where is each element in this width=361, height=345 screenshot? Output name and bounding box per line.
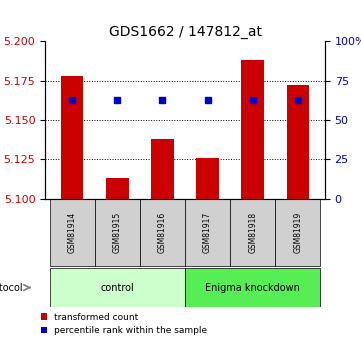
Bar [95,199,140,266]
Bar [140,199,185,266]
Text: control: control [100,283,134,293]
Text: protocol: protocol [0,283,23,293]
Bar [275,199,321,266]
Bar [151,139,174,199]
Text: GSM81917: GSM81917 [203,212,212,253]
Bar [230,199,275,266]
Bar [196,158,219,199]
Text: GSM81916: GSM81916 [158,212,167,253]
Text: GSM81915: GSM81915 [113,212,122,253]
Title: GDS1662 / 147812_at: GDS1662 / 147812_at [109,25,261,39]
Bar [287,86,309,199]
Bar [106,178,129,199]
Text: GSM81919: GSM81919 [293,212,302,253]
Bar [185,199,230,266]
Bar [185,268,321,307]
Bar [61,76,83,199]
Bar [242,60,264,199]
Bar [49,199,95,266]
Text: GSM81918: GSM81918 [248,212,257,253]
Text: GSM81914: GSM81914 [68,212,77,253]
Text: Enigma knockdown: Enigma knockdown [205,283,300,293]
Bar [49,268,185,307]
Legend: transformed count, percentile rank within the sample: transformed count, percentile rank withi… [37,309,211,339]
